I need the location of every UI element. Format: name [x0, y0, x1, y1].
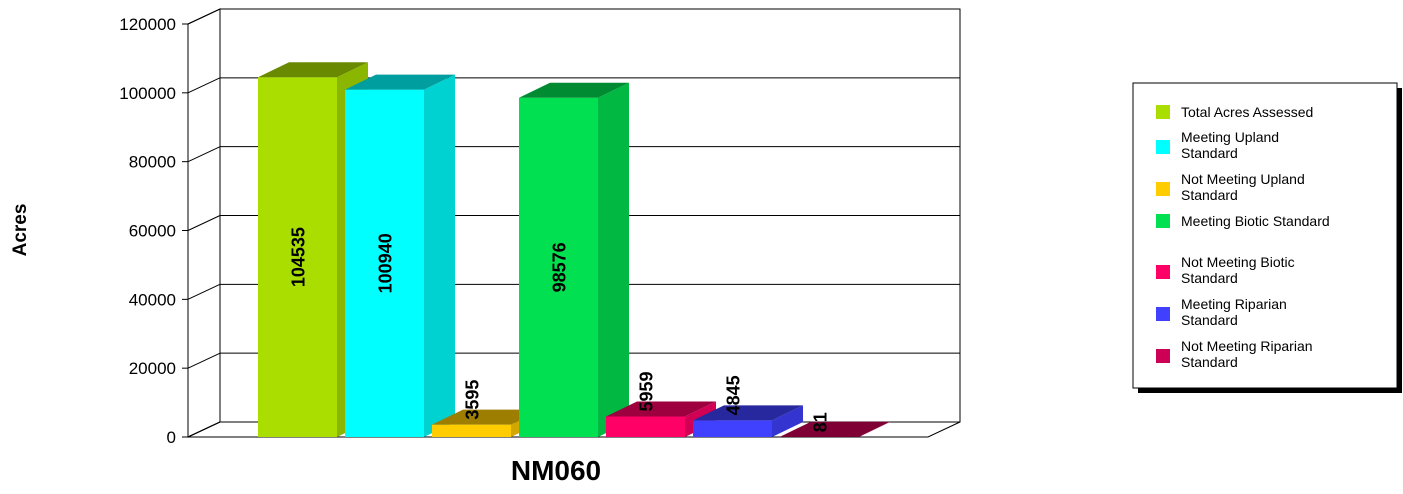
- y-tick-label: 60000: [129, 222, 176, 241]
- y-tick-label: 80000: [129, 153, 176, 172]
- legend-item: Meeting Biotic Standard: [1156, 213, 1330, 229]
- data-label: 3595: [463, 380, 483, 420]
- legend-swatch: [1156, 214, 1170, 228]
- y-tick-label: 120000: [119, 15, 176, 34]
- data-label: 100940: [376, 233, 396, 293]
- data-label: 98576: [550, 242, 570, 292]
- legend-swatch: [1156, 349, 1170, 363]
- data-label: 104535: [289, 227, 309, 287]
- bar-side: [598, 83, 629, 437]
- legend-swatch: [1156, 105, 1170, 119]
- y-tick-label: 20000: [129, 359, 176, 378]
- data-label: 4845: [724, 375, 744, 415]
- y-tick-label: 40000: [129, 290, 176, 309]
- y-axis-ticks: 0 20000 40000 60000 80000 100000 120000: [119, 15, 188, 447]
- x-axis-category-label: NM060: [511, 455, 601, 486]
- data-label: 5959: [637, 371, 657, 411]
- legend-swatch: [1156, 140, 1170, 154]
- legend-swatch: [1156, 307, 1170, 321]
- legend-swatch: [1156, 265, 1170, 279]
- bar-side: [424, 75, 455, 437]
- legend-label: Meeting Biotic Standard: [1181, 213, 1330, 229]
- y-axis-label: Acres: [10, 204, 31, 257]
- legend-swatch: [1156, 182, 1170, 196]
- legend-label: Total Acres Assessed: [1181, 104, 1313, 120]
- bar: 98576: [519, 83, 629, 437]
- y-tick-label: 100000: [119, 84, 176, 103]
- y-tick-label: 0: [167, 428, 176, 447]
- bar: 100940: [345, 75, 455, 437]
- bar-front: [693, 420, 772, 437]
- bar-front: [432, 425, 511, 437]
- bar-front: [606, 416, 685, 437]
- data-label: 81: [811, 412, 831, 432]
